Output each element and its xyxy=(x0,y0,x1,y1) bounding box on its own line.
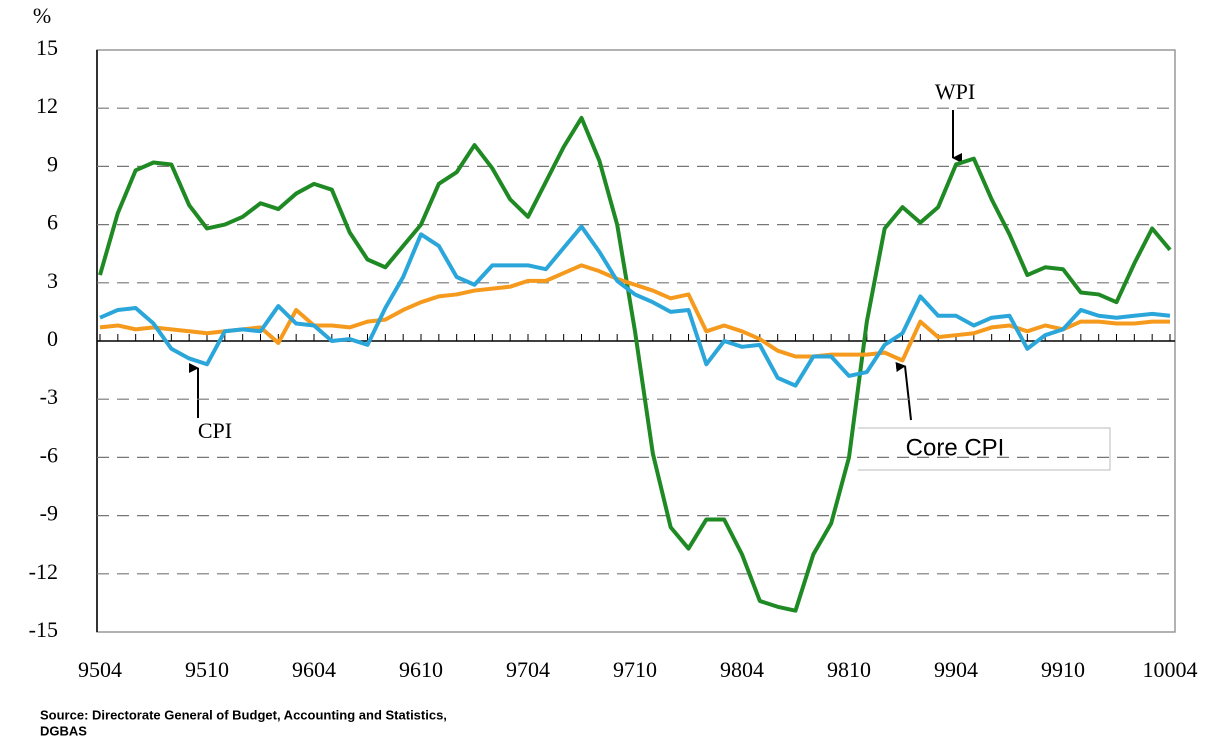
x-tick-label: 10004 xyxy=(1143,657,1198,682)
y-tick-label: -12 xyxy=(29,559,58,584)
y-tick-label: -15 xyxy=(29,617,58,642)
x-tick-label: 9504 xyxy=(78,657,122,682)
y-unit: % xyxy=(33,3,51,28)
cpi-label: CPI xyxy=(198,418,232,443)
x-tick-label: 9804 xyxy=(720,657,764,682)
y-tick-label: 3 xyxy=(47,268,58,293)
series-line xyxy=(99,263,1170,363)
y-tick-label: -6 xyxy=(40,442,58,467)
x-tick-label: 9610 xyxy=(399,657,443,682)
label-box xyxy=(858,427,1111,471)
x-tick-label: 9510 xyxy=(185,657,229,682)
series-line xyxy=(99,224,1171,388)
x-tick-label: 9910 xyxy=(1041,657,1085,682)
y-tick-label: 0 xyxy=(47,326,58,351)
arrow xyxy=(895,362,912,421)
series-line xyxy=(98,115,1172,613)
wpi-label: WPI xyxy=(935,79,975,104)
y-tick-label: -3 xyxy=(40,384,58,409)
x-tick-label: 9704 xyxy=(506,657,550,682)
x-tick-label: 9604 xyxy=(292,657,336,682)
y-tick-label: 15 xyxy=(36,35,58,60)
y-tick-label: 9 xyxy=(47,151,58,176)
y-tick-label: 6 xyxy=(47,210,58,235)
x-tick-label: 9710 xyxy=(613,657,657,682)
x-tick-label: 9810 xyxy=(827,657,871,682)
y-tick-label: 12 xyxy=(36,93,58,118)
source: DGBAS xyxy=(40,723,87,738)
source: Source: Directorate General of Budget, A… xyxy=(40,707,447,722)
y-tick-label: -9 xyxy=(40,501,58,526)
x-tick-label: 9904 xyxy=(934,657,978,682)
